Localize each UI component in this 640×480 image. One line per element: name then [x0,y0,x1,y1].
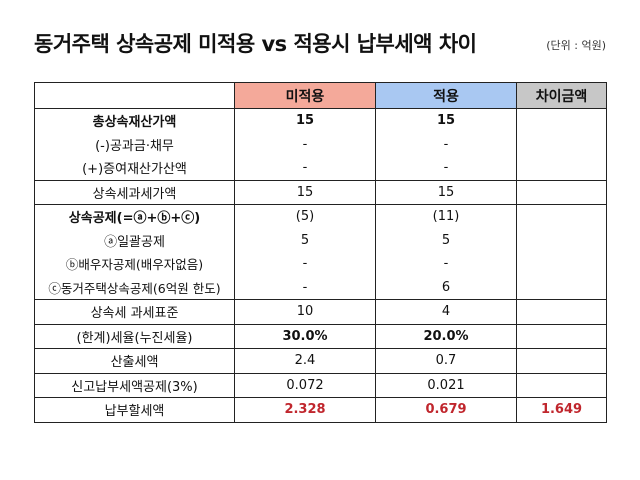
header-blank [34,82,235,109]
value-applied: - [375,252,517,276]
table-row: 상속세과세가액 15 15 [34,179,607,205]
value-applied: 5 [375,228,517,252]
value-not-applied: (5) [234,204,376,229]
row-label: 납부할세액 [34,397,235,423]
row-label: ⓒ동거주택상속공제(6억원 한도) [34,275,235,300]
value-difference [516,348,607,374]
value-not-applied: - [234,156,376,181]
header-row: 미적용 적용 차이금액 [34,82,607,109]
value-not-applied: 15 [234,179,376,205]
value-difference [516,156,607,181]
value-not-applied: 15 [234,108,376,133]
unit-note: (단위 : 억원) [546,39,606,52]
row-label: 총상속재산가액 [34,108,235,133]
row-label: (한계)세율(누진세율) [34,323,235,349]
table-row: ⓑ배우자공제(배우자없음) - - [34,252,607,276]
value-applied: 6 [375,275,517,300]
value-difference [516,372,607,398]
header-applied: 적용 [375,82,517,109]
tax-comparison-table: 미적용 적용 차이금액 총상속재산가액 15 15 (-)공과금·채무 - - … [34,82,607,423]
table-row: (한계)세율(누진세율) 30.0% 20.0% [34,323,607,349]
value-applied: 0.7 [375,348,517,374]
table-row: (-)공과금·채무 - - [34,132,607,156]
row-label: 산출세액 [34,348,235,374]
row-label: 상속세과세가액 [34,179,235,205]
value-difference: 1.649 [516,397,607,423]
value-difference [516,299,607,325]
table-row: 신고납부세액공제(3%) 0.072 0.021 [34,372,607,398]
table-row: 산출세액 2.4 0.7 [34,348,607,374]
value-difference [516,108,607,133]
value-not-applied: 2.328 [234,397,376,423]
value-not-applied: 2.4 [234,348,376,374]
value-difference [516,252,607,276]
value-applied: 20.0% [375,323,517,349]
row-label: ⓑ배우자공제(배우자없음) [34,252,235,276]
value-not-applied: 30.0% [234,323,376,349]
value-difference [516,179,607,205]
value-applied: - [375,132,517,156]
value-not-applied: - [234,252,376,276]
row-label: 상속공제(=ⓐ+ⓑ+ⓒ) [34,204,235,229]
value-difference [516,228,607,252]
value-not-applied: - [234,275,376,300]
value-not-applied: 0.072 [234,372,376,398]
value-applied: (11) [375,204,517,229]
value-difference [516,275,607,300]
page-title: 동거주택 상속공제 미적용 vs 적용시 납부세액 차이 [34,32,477,56]
table-row: 상속공제(=ⓐ+ⓑ+ⓒ) (5) (11) [34,204,607,229]
table-row: (+)증여재산가산액 - - [34,156,607,181]
table-row: 상속세 과세표준 10 4 [34,299,607,325]
value-applied: 0.679 [375,397,517,423]
value-not-applied: 5 [234,228,376,252]
value-applied: 15 [375,108,517,133]
table-row: 납부할세액 2.328 0.679 1.649 [34,397,607,423]
table-row: ⓒ동거주택상속공제(6억원 한도) - 6 [34,275,607,300]
value-difference [516,204,607,229]
value-difference [516,132,607,156]
value-applied: 4 [375,299,517,325]
row-label: (+)증여재산가산액 [34,156,235,181]
value-applied: 15 [375,179,517,205]
table-row: ⓐ일괄공제 5 5 [34,228,607,252]
header-difference: 차이금액 [516,82,607,109]
row-label: (-)공과금·채무 [34,132,235,156]
table-row: 총상속재산가액 15 15 [34,108,607,133]
row-label: 신고납부세액공제(3%) [34,372,235,398]
value-not-applied: 10 [234,299,376,325]
header-not-applied: 미적용 [234,82,376,109]
value-not-applied: - [234,132,376,156]
row-label: ⓐ일괄공제 [34,228,235,252]
value-applied: - [375,156,517,181]
value-difference [516,323,607,349]
value-applied: 0.021 [375,372,517,398]
row-label: 상속세 과세표준 [34,299,235,325]
